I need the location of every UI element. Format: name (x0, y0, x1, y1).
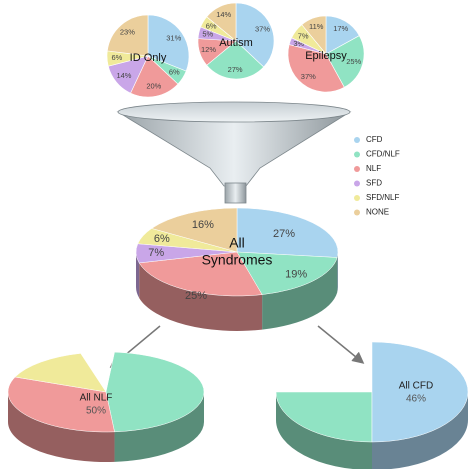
pie-id-only: 31% 6% 20% 14% 6% 23% ID Only (106, 14, 190, 98)
slice-autism-cfd-nlf (206, 40, 265, 80)
slice-all-nlf-sfd-nlf (14, 353, 107, 393)
wall-all-nlf-cfd-nlf (114, 392, 204, 462)
legend-swatch-nlf (354, 166, 360, 172)
pie-title-autism: Autism (219, 37, 253, 49)
pie-title-all-cfd: All CFD (399, 381, 433, 392)
pie-all-nlf: All NLF 50% (7, 351, 205, 462)
wall-all-syndromes-nlf (139, 262, 263, 331)
funnel-rim (117, 101, 351, 123)
wall-all-syndromes-sfd (136, 252, 140, 298)
slice-all-syndromes-nlf (138, 251, 263, 297)
pies-layer: 31%6%20%14%6%23%ID Only37%27%12%5%6%14%A… (7, 2, 469, 469)
data-label-autism-none: 14% (216, 10, 231, 19)
data-label-epilepsy-cfd: 17% (333, 24, 348, 33)
pie-title-all-syndromes-line-1: Syndromes (202, 252, 273, 268)
pie-title-all-nlf: All NLF (80, 393, 113, 404)
wall-all-cfd-cfd (372, 392, 468, 469)
slice-id-only-nlf (130, 55, 179, 98)
slice-epilepsy-none (301, 15, 327, 55)
legend-label-cfd-nlf: CFD/NLF (366, 150, 400, 159)
wall-all-cfd-cfd-nlf (276, 392, 372, 469)
pie-title-all-syndromes-line-0: All (229, 235, 245, 251)
pie-autism: 37% 27% 12% 5%6% 14% Autism (197, 2, 275, 80)
data-label-epilepsy-none: 11% (309, 22, 324, 31)
slice-all-syndromes-cfd-nlf (236, 251, 338, 295)
data-label-all-syndromes-cfd-nlf: 19% (285, 269, 307, 281)
funnel-spout (224, 182, 247, 204)
pie-all-cfd: All CFD 46% (275, 341, 469, 469)
legend-label-none: NONE (366, 208, 389, 217)
funnel (116, 101, 352, 204)
data-label-autism-sfd-nlf: 6% (206, 21, 217, 30)
slice-epilepsy-nlf (287, 44, 345, 93)
slice-all-cfd-cfd-nlf (275, 391, 373, 443)
legend-swatch-cfd-nlf (354, 151, 360, 158)
slice-id-only-cfd (147, 14, 190, 72)
legend-swatch-sfd-nlf (354, 195, 360, 201)
data-label-all-syndromes-sfd-nlf: 6% (154, 233, 170, 245)
data-label-epilepsy-sfd-nlf: 7% (298, 31, 309, 40)
data-label-autism-cfd-nlf: 27% (228, 65, 243, 74)
data-label-all-syndromes-sfd: 7% (148, 247, 164, 259)
wall-all-syndromes-cfd-nlf (262, 257, 338, 330)
data-label-epilepsy-cfd-nlf: 25% (346, 57, 361, 66)
legend-label-nlf: NLF (366, 164, 381, 173)
data-label-epilepsy-sfd: 3% (293, 39, 304, 48)
pie-epilepsy: 17% 25% 37% 3%7%11% Epilepsy (287, 15, 365, 93)
pie-title-epilepsy: Epilepsy (305, 50, 347, 62)
legend-swatch-none (354, 209, 360, 216)
data-label-all-syndromes-nlf: 25% (185, 290, 207, 302)
slice-id-only-none (106, 14, 149, 57)
data-label-autism-sfd: 5% (202, 30, 213, 39)
slice-autism-none (206, 2, 237, 42)
data-label-id-only-sfd-nlf: 6% (111, 53, 122, 62)
legend-label-cfd: CFD (366, 135, 383, 144)
data-label-id-only-none: 23% (120, 28, 135, 37)
slice-all-nlf-cfd-nlf (105, 351, 205, 433)
legend-swatch-sfd (354, 180, 360, 187)
data-label-all-nlf: 50% (86, 406, 106, 417)
data-label-epilepsy-nlf: 37% (301, 72, 316, 81)
slice-all-syndromes-cfd (236, 207, 339, 258)
data-label-autism-nlf: 12% (201, 45, 216, 54)
slice-autism-cfd (235, 2, 275, 68)
pie-title-id-only: ID Only (130, 52, 167, 64)
data-label-all-syndromes-none: 16% (192, 219, 214, 231)
legend-label-sfd: SFD (366, 179, 382, 188)
data-label-id-only-cfd-nlf: 6% (169, 68, 180, 77)
slice-all-cfd-cfd (371, 341, 469, 443)
data-label-id-only-sfd: 14% (116, 71, 131, 80)
slice-all-nlf-nlf (7, 376, 115, 433)
data-label-all-syndromes-cfd: 27% (273, 228, 295, 240)
data-label-all-cfd: 46% (406, 394, 426, 405)
wall-all-syndromes-cfd (337, 252, 338, 293)
slice-epilepsy-cfd-nlf (325, 35, 365, 88)
wall-all-nlf-nlf (8, 392, 115, 462)
slice-all-syndromes-none (151, 207, 238, 253)
data-label-id-only-nlf: 20% (146, 82, 161, 91)
data-label-id-only-cfd: 31% (166, 33, 181, 42)
data-label-autism-cfd: 37% (255, 25, 270, 34)
legend-swatch-cfd (354, 137, 360, 143)
arrow-to-cfd (317, 325, 365, 364)
legend: CFD CFD/NLF NLF SFD SFD/NLF NONE (354, 135, 400, 217)
legend-label-sfd-nlf: SFD/NLF (366, 193, 399, 202)
funnel-body (116, 111, 352, 187)
